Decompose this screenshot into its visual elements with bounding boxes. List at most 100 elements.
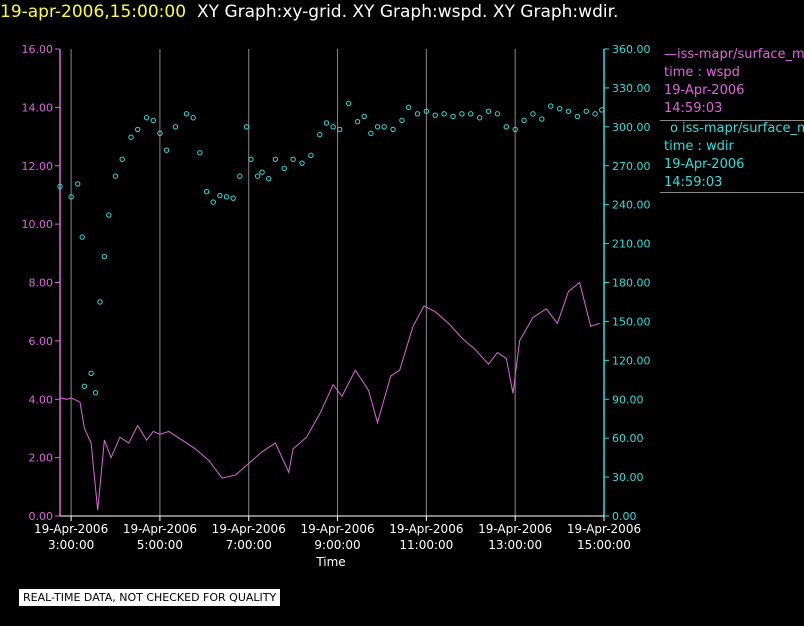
wdir-data-point: [565, 108, 572, 114]
wdir-data-point: [599, 107, 605, 113]
wdir-data-point: [390, 126, 396, 133]
wdir-data-point: [317, 131, 323, 138]
wdir-data-point: [143, 115, 150, 121]
wdir-data-point: [68, 194, 74, 200]
wdir-data-point: [494, 111, 501, 117]
wdir-data-point: [128, 134, 134, 140]
wdir-data-point: [57, 183, 63, 190]
wdir-data-point: [243, 124, 250, 130]
legend-wdir-source: iss-mapr/surface_m: [681, 121, 804, 136]
left-y-axis-ticks: 0.00 2.00 4.00 6.00 8.00 10.00 12.00 14.00 16.00: [22, 43, 60, 523]
wdir-data-point: [345, 100, 352, 107]
right-tick-label: 0.00: [612, 510, 637, 523]
x-tick-time: 11:00:00: [399, 538, 453, 552]
wdir-data-point: [450, 113, 456, 120]
legend-circle-swatch: o: [670, 121, 678, 136]
title-timestamp: 19-apr-2006,15:00:00: [0, 2, 187, 22]
left-tick-label: 12.00: [22, 160, 54, 173]
wdir-data-point: [254, 173, 261, 179]
chart-title-bar: 19-apr-2006,15:00:00 XY Graph:xy-grid. XY…: [0, 0, 618, 26]
wdir-data-point: [405, 104, 412, 111]
wdir-data-point: [354, 118, 361, 125]
legend-wspd-variable: time : wspd: [664, 65, 740, 80]
x-tick-date: 19-Apr-2006: [478, 522, 552, 536]
legend-divider: [660, 120, 804, 121]
wdir-data-point: [217, 192, 223, 199]
legend-wspd-date: 19-Apr-2006: [664, 83, 745, 98]
wdir-data-point: [530, 111, 536, 117]
right-tick-label: 240.00: [612, 199, 651, 212]
wdir-data-point: [230, 195, 236, 201]
right-tick-label: 60.00: [612, 432, 644, 445]
wdir-data-point: [119, 156, 125, 162]
wdir-data-point: [290, 156, 296, 162]
x-tick-time: 13:00:00: [488, 538, 542, 552]
wdir-data-point: [248, 156, 254, 162]
left-tick-label: 6.00: [29, 335, 54, 348]
wdir-data-point: [592, 111, 598, 117]
x-tick-date: 19-Apr-2006: [212, 522, 286, 536]
wdir-data-point: [468, 111, 474, 117]
legend-wspd-source: iss-mapr/surface_m: [677, 47, 804, 62]
wdir-data-point: [223, 194, 230, 200]
left-tick-label: 4.00: [29, 393, 54, 406]
legend-wspd-time: 14:59:03: [664, 101, 723, 116]
right-tick-label: 120.00: [612, 354, 651, 367]
wdir-data-point: [539, 116, 545, 122]
wdir-data-point: [330, 124, 336, 130]
legend-line-swatch: —: [664, 47, 677, 62]
wdir-data-point: [172, 124, 179, 130]
wdir-data-point: [368, 130, 374, 137]
wdir-data-point: [583, 108, 589, 114]
x-tick-time: 3:00:00: [48, 538, 94, 552]
legend-wdir-title: o iss-mapr/surface_m: [664, 120, 804, 138]
x-tick-date: 19-Apr-2006: [123, 522, 197, 536]
left-tick-label: 2.00: [29, 452, 54, 465]
wdir-data-point: [79, 234, 85, 240]
right-tick-label: 330.00: [612, 82, 651, 95]
right-tick-label: 30.00: [612, 471, 644, 484]
wdir-data-point: [381, 124, 387, 130]
x-axis-ticks: 19-Apr-2006 3:00:00 19-Apr-2006 5:00:00 19-A…: [34, 516, 641, 552]
wdir-data-point: [112, 173, 119, 179]
left-tick-label: 16.00: [22, 43, 54, 56]
wdir-data-point: [259, 169, 265, 175]
right-tick-label: 300.00: [612, 121, 651, 134]
wdir-data-point: [432, 112, 438, 118]
wdir-data-point: [299, 160, 305, 166]
right-tick-label: 360.00: [612, 43, 651, 56]
wdir-data-point: [337, 126, 343, 133]
right-tick-label: 180.00: [612, 277, 651, 290]
wdir-data-point: [266, 176, 272, 182]
right-tick-label: 270.00: [612, 160, 651, 173]
wdir-data-point: [197, 150, 203, 156]
wdir-data-point: [88, 370, 94, 377]
right-tick-label: 150.00: [612, 315, 651, 328]
series-layer: [57, 100, 605, 511]
wdir-data-point: [512, 126, 518, 133]
right-tick-label: 210.00: [612, 238, 651, 251]
legend-divider: [660, 192, 804, 193]
x-tick-date: 19-Apr-2006: [567, 522, 641, 536]
wdir-data-point: [361, 113, 367, 120]
wdir-data-point: [574, 113, 581, 120]
title-graph-list: XY Graph:xy-grid. XY Graph:wspd. XY Grap…: [197, 2, 619, 22]
x-tick-time: 9:00:00: [314, 538, 360, 552]
legend-wdir-variable: time : wdir: [664, 139, 734, 154]
data-quality-notice: REAL-TIME DATA, NOT CHECKED FOR QUALITY: [19, 589, 281, 606]
right-tick-label: 90.00: [612, 393, 644, 406]
wdir-data-point: [237, 173, 243, 179]
left-tick-label: 10.00: [22, 218, 54, 231]
x-tick-date: 19-Apr-2006: [34, 522, 108, 536]
x-tick-time: 7:00:00: [226, 538, 272, 552]
wdir-data-point: [556, 105, 563, 112]
left-tick-label: 14.00: [22, 101, 54, 114]
wdir-data-point: [272, 156, 279, 162]
wdir-data-point: [163, 147, 170, 153]
wdir-data-point: [485, 108, 492, 114]
wdir-data-point: [150, 117, 156, 124]
wdir-data-point: [97, 299, 103, 305]
right-y-axis-ticks: 0.00 30.00 60.00 90.00 120.00 150.00 180.00 210…: [604, 43, 651, 523]
wdir-data-point: [414, 111, 421, 117]
